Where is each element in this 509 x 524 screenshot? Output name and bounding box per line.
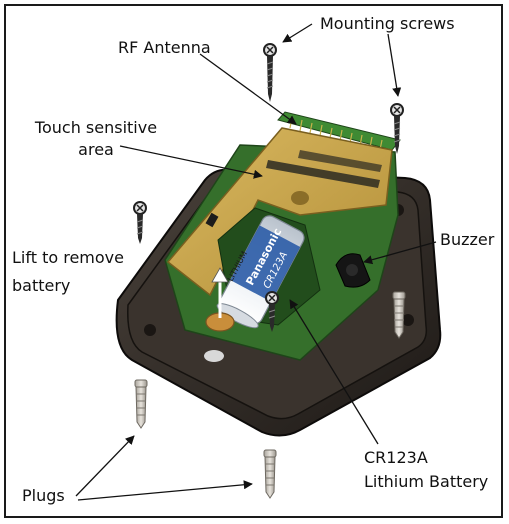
arrow-plug-left	[75, 435, 135, 497]
mounting-screw	[390, 103, 404, 154]
wall-plug	[263, 449, 277, 499]
arrow-rf-antenna	[199, 53, 297, 125]
mounting-slot	[204, 350, 224, 362]
label-touch-line1: Touch sensitive	[34, 118, 158, 137]
arrow-screws-left	[282, 23, 313, 43]
wall-plug	[134, 379, 148, 429]
buzzer	[335, 253, 371, 288]
label-plugs: Plugs	[22, 486, 65, 505]
arrow-screws-right	[387, 33, 402, 97]
label-battery-line2: Lithium Battery	[364, 472, 489, 491]
label-lift-line1: Lift to remove	[12, 248, 124, 267]
diagram-border	[4, 4, 503, 518]
label-mounting-screws: Mounting screws	[320, 14, 455, 33]
cr123a-battery: Panasonic CR123A	[216, 215, 305, 329]
label-touch-line2: area	[78, 140, 114, 159]
arrow-touch-area	[119, 145, 263, 179]
arrow-buzzer	[363, 241, 437, 265]
mounting-screw	[263, 43, 277, 102]
arrow-plug-right	[77, 480, 253, 501]
corner-hole	[144, 324, 156, 336]
logo-mark	[291, 191, 309, 205]
wall-plug	[392, 291, 406, 339]
mounting-screw	[133, 201, 147, 244]
label-rf-antenna: RF Antenna	[118, 38, 211, 57]
corner-hole	[402, 314, 414, 326]
battery-area: Panasonic CR123A LITHIUM	[205, 207, 321, 332]
lift-arrow	[211, 267, 229, 318]
leader-lines	[75, 23, 437, 501]
label-battery-line1: CR123A	[364, 448, 428, 467]
mounting-screw	[265, 291, 279, 332]
arrow-battery	[289, 299, 379, 445]
label-lift-line2: battery	[12, 276, 71, 295]
label-buzzer: Buzzer	[440, 230, 495, 249]
